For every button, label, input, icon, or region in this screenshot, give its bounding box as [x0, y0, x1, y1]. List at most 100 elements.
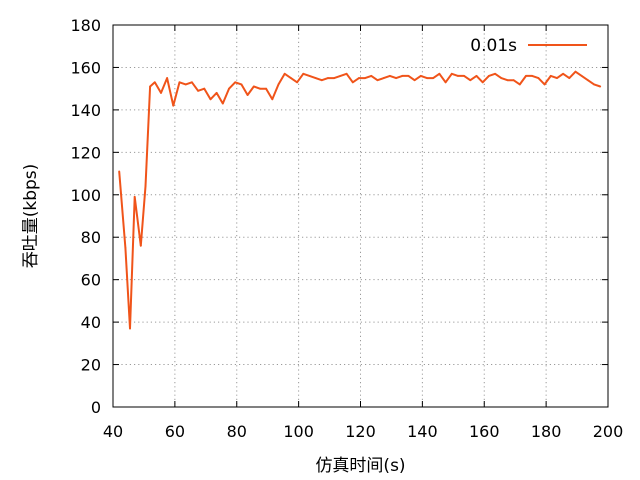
x-tick-label: 180	[531, 422, 562, 441]
data-point	[139, 244, 142, 247]
y-axis-title: 吞吐量(kbps)	[21, 164, 41, 269]
grid-lines	[113, 25, 608, 407]
data-point	[518, 83, 521, 86]
data-point	[277, 83, 280, 86]
y-tick-label: 0	[91, 398, 101, 417]
data-point	[259, 87, 261, 90]
data-point	[469, 79, 472, 82]
data-point	[271, 98, 274, 101]
legend-label: 0.01s	[470, 36, 517, 56]
x-tick-label: 140	[407, 422, 438, 441]
data-point	[574, 70, 577, 73]
data-point	[197, 89, 199, 92]
x-tick-label: 160	[469, 422, 500, 441]
data-point	[296, 81, 298, 84]
y-tick-label: 180	[70, 16, 101, 35]
y-tick-label: 100	[70, 186, 101, 205]
data-point	[124, 246, 127, 249]
data-point	[438, 72, 441, 75]
data-point	[395, 77, 397, 79]
data-point	[178, 81, 181, 84]
data-point	[172, 104, 175, 107]
data-point	[463, 75, 466, 77]
x-tick-label: 60	[165, 422, 185, 441]
data-point	[153, 81, 156, 84]
data-point	[184, 83, 187, 86]
data-point	[215, 92, 218, 94]
data-point	[457, 75, 459, 77]
data-point	[246, 94, 249, 96]
data-point	[556, 77, 558, 79]
data-point	[450, 72, 453, 75]
data-point	[388, 75, 391, 77]
data-point	[537, 77, 540, 79]
data-point	[413, 79, 416, 82]
data-point	[118, 170, 121, 173]
data-point	[531, 75, 534, 77]
data-point	[333, 77, 336, 79]
data-point	[543, 83, 546, 86]
data-point	[481, 81, 484, 84]
data-point	[302, 72, 305, 75]
data-point	[320, 79, 323, 82]
data-point	[432, 77, 435, 79]
data-point	[351, 81, 354, 84]
data-point	[308, 75, 311, 77]
data-point	[568, 77, 571, 79]
y-tick-label: 40	[81, 313, 101, 332]
data-point	[160, 92, 162, 94]
plot-frame	[112, 24, 609, 408]
data-point	[512, 79, 515, 82]
data-point	[364, 77, 367, 79]
data-point	[252, 85, 255, 88]
data-point	[407, 75, 410, 77]
y-tick-label: 60	[81, 271, 101, 290]
data-point	[401, 75, 404, 77]
data-point	[586, 79, 589, 82]
data-point	[444, 81, 447, 84]
data-point	[327, 77, 329, 79]
data-point	[203, 87, 206, 90]
data-point	[506, 79, 509, 82]
data-point	[228, 87, 230, 90]
data-point	[240, 83, 243, 86]
data-point	[190, 81, 193, 84]
data-point	[475, 75, 478, 77]
x-tick-label: 120	[345, 422, 376, 441]
y-tick-label: 160	[70, 58, 101, 77]
data-point	[593, 83, 595, 86]
data-point	[289, 77, 292, 79]
data-point	[599, 85, 602, 88]
data-point	[265, 87, 268, 90]
data-point	[166, 77, 169, 79]
data-point	[358, 77, 360, 79]
series-layer	[118, 70, 602, 330]
data-point	[149, 85, 152, 88]
data-point	[549, 75, 552, 77]
data-point	[345, 72, 348, 75]
data-point	[494, 72, 496, 75]
y-tick-label: 140	[70, 101, 101, 120]
data-point	[370, 75, 373, 77]
axes: 40 60 80 100 120 140 160 180 200 0 20 40 60 80 100 120 1…	[70, 16, 623, 441]
data-point	[144, 185, 147, 188]
data-point	[221, 102, 224, 105]
data-point	[314, 77, 317, 79]
series-line	[118, 70, 601, 330]
data-point	[525, 75, 527, 77]
y-tick-label: 80	[81, 228, 101, 247]
data-point	[129, 327, 131, 330]
x-tick-label: 40	[103, 422, 123, 441]
y-tick-label: 120	[70, 143, 101, 162]
x-tick-label: 100	[283, 422, 314, 441]
data-point	[580, 75, 583, 77]
data-point	[234, 81, 237, 84]
data-point	[133, 196, 136, 198]
y-tick-label: 20	[81, 356, 101, 375]
data-point	[562, 72, 565, 75]
data-point	[382, 77, 385, 79]
data-point	[376, 79, 379, 82]
x-tick-label: 80	[227, 422, 247, 441]
data-point	[426, 77, 428, 79]
data-point	[419, 75, 422, 77]
